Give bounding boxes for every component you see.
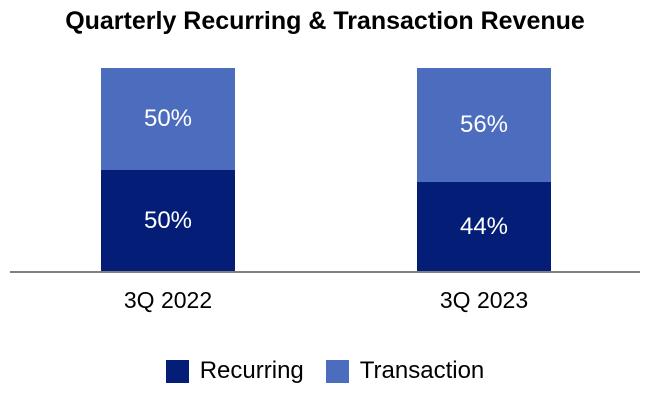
data-label-recurring-3q-2022: 50% [143, 207, 193, 234]
stacked-bar-3q-2023: 56% 44% [417, 68, 551, 272]
plot-area: 50% 50% 56% 44% [0, 68, 650, 273]
legend-item-transaction: Transaction [325, 357, 485, 385]
legend-item-recurring: Recurring [165, 357, 304, 385]
x-axis-label-3q-2022: 3Q 2022 [123, 287, 213, 313]
legend-label-transaction: Transaction [359, 357, 485, 384]
data-label-recurring-3q-2023: 44% [459, 213, 509, 241]
x-axis-line [10, 271, 640, 273]
segment-transaction-3q-2023: 56% [417, 68, 551, 183]
stacked-bar-3q-2022: 50% 50% [101, 68, 235, 272]
legend: Recurring Transaction [0, 357, 650, 385]
legend-label-recurring: Recurring [199, 357, 304, 384]
data-label-transaction-3q-2023: 56% [459, 111, 509, 139]
chart-title: Quarterly Recurring & Transaction Revenu… [65, 7, 585, 35]
segment-recurring-3q-2023: 44% [417, 182, 551, 272]
x-axis-label-3q-2023: 3Q 2023 [439, 287, 529, 313]
legend-swatch-transaction [325, 359, 349, 383]
segment-recurring-3q-2022: 50% [101, 170, 235, 272]
data-label-transaction-3q-2022: 50% [143, 105, 193, 132]
legend-swatch-recurring [165, 359, 189, 383]
segment-transaction-3q-2022: 50% [101, 68, 235, 170]
